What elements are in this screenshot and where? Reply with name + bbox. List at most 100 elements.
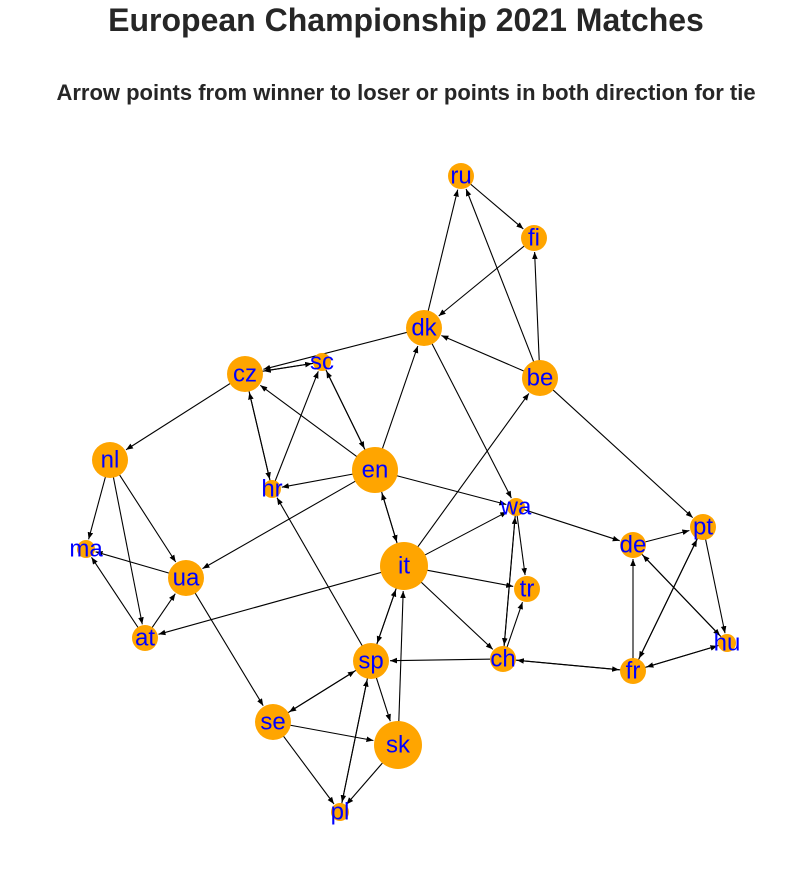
edge-en-ua xyxy=(202,476,364,570)
node-label-tr: tr xyxy=(520,576,535,603)
node-label-de: de xyxy=(620,532,647,559)
edge-cz-nl xyxy=(125,379,237,451)
node-de: de xyxy=(620,532,647,559)
node-circle-pt xyxy=(690,514,716,540)
edge-en-dk xyxy=(378,345,419,458)
node-circle-cz xyxy=(227,356,263,392)
node-circle-ma xyxy=(77,540,95,558)
node-circle-fi xyxy=(521,225,547,251)
node-circle-de xyxy=(620,532,646,558)
node-label-ru: ru xyxy=(450,163,471,190)
edge-it-be xyxy=(411,393,530,555)
node-circle-tr xyxy=(514,576,540,602)
node-wa: wa xyxy=(500,494,532,521)
node-circle-fr xyxy=(620,658,646,684)
edge-ua-se xyxy=(191,586,264,706)
edge-ru-fi xyxy=(466,180,524,230)
edge-ch-wa xyxy=(503,516,518,652)
node-ua: ua xyxy=(168,560,204,596)
edge-it-at xyxy=(158,569,391,636)
node-label-it: it xyxy=(398,553,410,580)
edge-pt-hu xyxy=(704,534,727,634)
edge-nl-ma xyxy=(87,470,108,540)
edge-dk-ru xyxy=(426,189,459,318)
edge-fi-dk xyxy=(438,242,529,317)
edge-at-ua xyxy=(148,593,176,632)
edge-nl-ua xyxy=(115,468,177,563)
node-label-be: be xyxy=(527,365,554,392)
edge-pl-sp xyxy=(340,679,369,807)
node-circle-hr xyxy=(263,480,281,498)
node-label-hu: hu xyxy=(714,630,741,657)
nodes-layer: ru fi dk be cz sc nl en hr wa pt de ma ua it tr at hu sp ch… xyxy=(69,163,740,826)
edge-fr-pt xyxy=(635,539,698,665)
node-circle-se xyxy=(255,704,291,740)
node-hu: hu xyxy=(714,630,741,657)
edge-it-wa xyxy=(416,511,508,560)
node-circle-ru xyxy=(448,163,474,189)
edge-it-tr xyxy=(418,568,514,588)
node-circle-nl xyxy=(92,442,128,478)
node-label-sc: sc xyxy=(310,349,334,376)
node-be: be xyxy=(522,360,558,396)
edge-en-wa xyxy=(388,472,507,506)
node-pl: pl xyxy=(331,799,350,826)
node-ch: ch xyxy=(490,646,516,673)
edge-be-fi xyxy=(532,251,541,368)
node-sp: sp xyxy=(353,643,389,679)
edge-dk-wa xyxy=(428,337,512,499)
node-circle-en xyxy=(352,447,398,493)
edge-sk-pl xyxy=(346,755,390,805)
node-label-sk: sk xyxy=(386,732,411,759)
edge-sc-en xyxy=(323,366,365,449)
node-circle-be xyxy=(522,360,558,396)
node-circle-it xyxy=(380,542,428,590)
node-label-hr: hr xyxy=(261,476,282,503)
node-circle-sc xyxy=(313,353,331,371)
node-circle-sk xyxy=(374,721,422,769)
edge-sp-sk xyxy=(373,671,391,722)
edge-ua-ma xyxy=(95,551,176,576)
node-circle-hu xyxy=(718,634,736,652)
node-label-cz: cz xyxy=(233,361,257,388)
node-label-se: se xyxy=(260,709,285,736)
edge-it-ch xyxy=(414,575,494,650)
edge-it-en xyxy=(381,492,401,553)
node-fi: fi xyxy=(521,225,547,252)
node-label-nl: nl xyxy=(101,447,120,474)
node-pt: pt xyxy=(690,514,716,541)
node-hr: hr xyxy=(261,476,282,503)
node-it: it xyxy=(380,542,428,590)
node-sc: sc xyxy=(310,349,334,376)
node-label-sp: sp xyxy=(358,648,383,675)
node-se: se xyxy=(255,704,291,740)
edge-hu-de xyxy=(642,554,724,640)
edge-hr-sc xyxy=(273,371,319,485)
node-label-fr: fr xyxy=(626,658,641,685)
node-label-pt: pt xyxy=(693,514,713,541)
node-circle-sp xyxy=(353,643,389,679)
edge-de-pt xyxy=(640,529,690,544)
edge-be-dk xyxy=(441,334,531,375)
node-circle-ua xyxy=(168,560,204,596)
node-en: en xyxy=(352,447,398,493)
edge-sp-it xyxy=(373,589,397,651)
node-label-fi: fi xyxy=(528,225,540,252)
edge-se-pl xyxy=(278,730,335,805)
node-fr: fr xyxy=(620,658,646,685)
node-ru: ru xyxy=(448,163,474,190)
node-label-dk: dk xyxy=(411,315,437,342)
chart-subtitle: Arrow points from winner to loser or poi… xyxy=(56,80,756,105)
edge-sc-cz xyxy=(263,362,317,373)
edge-en-hr xyxy=(281,471,362,489)
node-at: at xyxy=(132,625,158,652)
node-label-ma: ma xyxy=(69,536,103,563)
node-circle-at xyxy=(132,625,158,651)
edge-ch-tr xyxy=(504,602,524,652)
edge-se-sk xyxy=(283,723,374,742)
node-circle-wa xyxy=(507,498,525,516)
edge-nl-at xyxy=(111,470,144,625)
edge-hr-cz xyxy=(248,392,272,484)
edge-wa-de xyxy=(520,508,620,542)
